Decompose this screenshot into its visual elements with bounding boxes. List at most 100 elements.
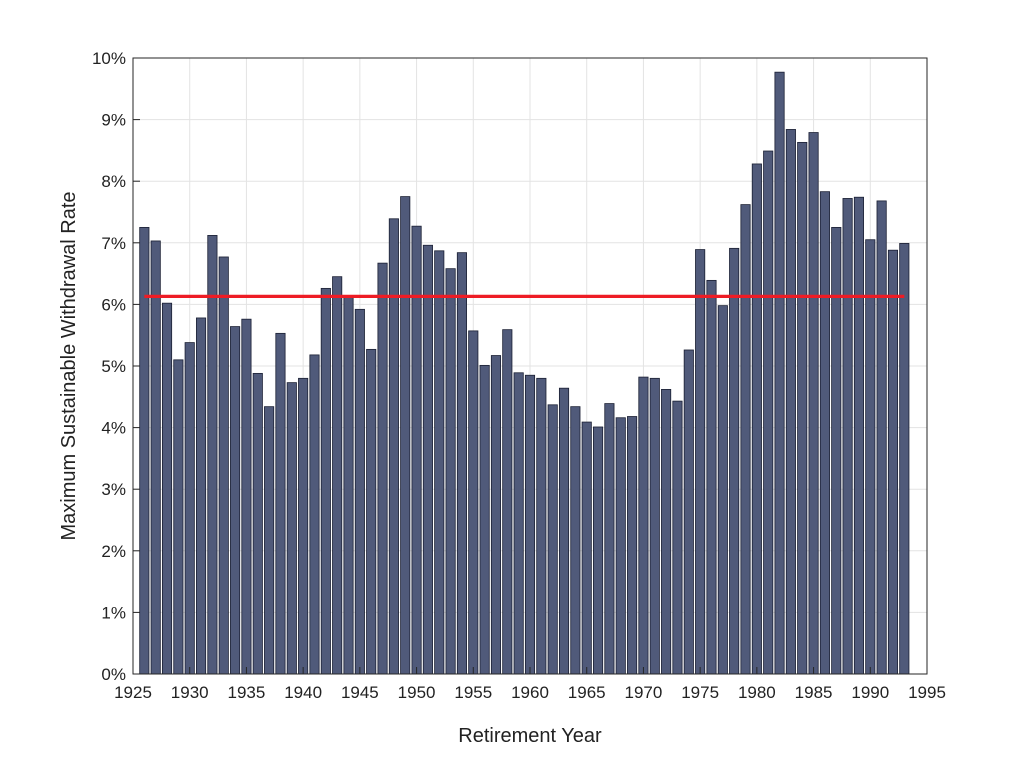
bar-1936: [252, 372, 263, 675]
bar-1981: [763, 150, 774, 675]
x-tick-label: 1960: [511, 683, 549, 702]
y-tick-label: 8%: [101, 172, 126, 191]
y-tick-label: 7%: [101, 234, 126, 253]
bar-1980: [751, 163, 762, 675]
bar-1985: [808, 132, 819, 675]
bar-1934: [230, 326, 241, 675]
x-tick-label: 1995: [908, 683, 946, 702]
bar-1986: [819, 191, 830, 675]
y-tick-label: 6%: [101, 295, 126, 314]
x-tick-label: 1940: [284, 683, 322, 702]
y-tick-label: 4%: [101, 419, 126, 438]
x-tick-label: 1965: [568, 683, 606, 702]
bar-1988: [842, 198, 853, 675]
bar-1943: [332, 276, 343, 675]
bar-1926: [139, 226, 150, 675]
bar-1929: [173, 359, 184, 675]
bar-1956: [479, 364, 490, 675]
bar-1952: [434, 250, 445, 675]
x-tick-label: 1925: [114, 683, 152, 702]
bar-1932: [207, 235, 218, 675]
bar-1964: [570, 406, 581, 675]
bar-1939: [286, 382, 297, 675]
bar-1959: [513, 372, 524, 675]
bar-1989: [853, 196, 864, 675]
bar-1945: [354, 308, 365, 675]
bar-1966: [593, 426, 604, 675]
bar-1967: [604, 403, 615, 675]
bar-1933: [218, 256, 229, 675]
bar-1940: [298, 377, 309, 675]
bar-1983: [785, 129, 796, 675]
bar-1927: [150, 240, 161, 675]
bar-1960: [524, 374, 536, 675]
x-tick-label: 1955: [454, 683, 492, 702]
bar-1957: [490, 355, 502, 675]
x-tick-label: 1935: [228, 683, 266, 702]
bar-1928: [161, 302, 173, 675]
bar-1954: [456, 252, 467, 675]
y-tick-label: 2%: [101, 542, 126, 561]
x-tick-label: 1950: [398, 683, 436, 702]
bar-1976: [706, 279, 717, 675]
x-tick-label: 1990: [851, 683, 889, 702]
bar-1979: [740, 204, 751, 675]
bar-1974: [683, 349, 694, 675]
bar-1955: [468, 330, 479, 675]
bar-1941: [309, 354, 320, 675]
bars: [139, 71, 910, 675]
x-tick-label: 1985: [795, 683, 833, 702]
bar-1992: [887, 249, 899, 675]
bar-1951: [422, 244, 433, 675]
bar-1931: [196, 317, 207, 675]
bar-1930: [184, 342, 195, 675]
y-tick-label: 1%: [101, 603, 126, 622]
bar-1969: [627, 416, 638, 675]
x-tick-label: 1970: [625, 683, 663, 702]
bar-1944: [343, 296, 354, 675]
y-axis-title: Maximum Sustainable Withdrawal Rate: [58, 191, 80, 540]
y-tick-label: 5%: [101, 357, 126, 376]
bar-1993: [899, 243, 910, 675]
bar-1982: [774, 71, 785, 675]
bar-1984: [797, 141, 808, 675]
bar-1953: [445, 268, 456, 675]
bar-1973: [672, 400, 683, 675]
bar-1938: [275, 332, 286, 675]
bar-1962: [547, 404, 558, 675]
bar-1978: [729, 247, 740, 675]
bar-1948: [388, 218, 399, 675]
bar-1977: [717, 305, 728, 675]
x-tick-label: 1980: [738, 683, 776, 702]
axes: [132, 57, 928, 675]
bar-1949: [400, 196, 411, 675]
bar-1991: [876, 200, 887, 675]
bar-1946: [366, 348, 377, 675]
bar-1942: [320, 287, 331, 675]
x-tick-label: 1945: [341, 683, 379, 702]
bar-1990: [865, 239, 876, 675]
tick-labels: 1925 1930 1935 1940 1945 1950 1955 1960 1965 1970…: [92, 49, 946, 702]
bar-1937: [264, 406, 275, 675]
bar-1965: [581, 421, 592, 675]
bar-1972: [661, 389, 672, 675]
bar-1970: [638, 376, 649, 675]
x-axis-title: Retirement Year: [458, 725, 602, 747]
bar-1971: [649, 377, 660, 675]
bar-1947: [377, 262, 388, 675]
bar-1975: [695, 249, 706, 675]
bar-1963: [558, 387, 570, 675]
bar-1950: [411, 225, 422, 675]
x-tick-label: 1930: [171, 683, 209, 702]
x-tick-label: 1975: [681, 683, 719, 702]
bar-1987: [831, 226, 842, 675]
bar-1968: [615, 417, 626, 675]
y-tick-label: 9%: [101, 111, 126, 130]
y-tick-label: 10%: [92, 49, 126, 68]
bar-1961: [536, 377, 547, 675]
y-tick-label: 0%: [101, 665, 126, 684]
y-tick-label: 3%: [101, 480, 126, 499]
bar-1958: [502, 329, 513, 675]
